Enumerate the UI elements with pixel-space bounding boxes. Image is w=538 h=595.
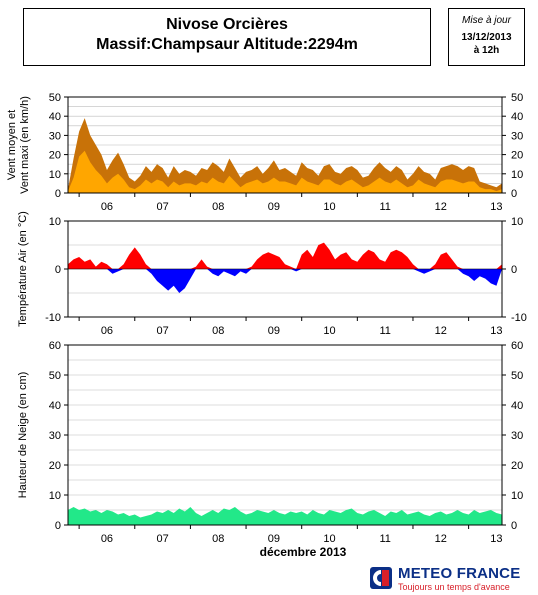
meteo-france-logo: METEO FRANCE Toujours un temps d'avance	[368, 563, 538, 593]
wind-mean-area	[68, 150, 502, 193]
y-tick-label: 10	[49, 490, 61, 502]
station-title: Nivose Orcières	[166, 16, 288, 33]
y-tick-label: 30	[511, 430, 523, 442]
x-tick-label: 07	[156, 533, 168, 545]
y-tick-label: 30	[49, 430, 61, 442]
brand-slogan: Toujours un temps d'avance	[398, 582, 510, 592]
temperature-negative-area	[68, 269, 502, 293]
temperature-positive-area	[68, 242, 502, 269]
y-tick-label: 60	[511, 340, 523, 352]
y-axis-label: Température Air (en °C)	[17, 211, 29, 327]
x-tick-label: 09	[268, 533, 280, 545]
y-axis-label: Hauteur de Neige (en cm)	[17, 372, 29, 499]
wind-panel: 0 0 10 10 20 20 30 30 40 40 50 50 06 07 08 09 10 11 12 13 Ve…	[6, 92, 523, 213]
y-tick-label: 50	[511, 370, 523, 382]
x-tick-label: 11	[379, 325, 390, 337]
y-tick-label: 40	[511, 111, 523, 123]
y-tick-label: 40	[511, 400, 523, 412]
y-tick-label: -10	[511, 312, 527, 324]
brand-name: METEO FRANCE	[398, 565, 521, 582]
y-tick-label: 20	[49, 460, 61, 472]
y-tick-label: 0	[55, 520, 61, 532]
plot-frame	[67, 96, 503, 194]
y-tick-label: 10	[49, 216, 61, 228]
update-date: 13/12/2013	[461, 32, 512, 43]
y-tick-label: 10	[511, 169, 523, 181]
x-tick-label: 09	[268, 325, 280, 337]
x-tick-label: 12	[435, 201, 447, 213]
x-tick-label: 08	[212, 201, 224, 213]
x-tick-label: 10	[323, 325, 335, 337]
x-tick-label: 10	[323, 201, 335, 213]
x-tick-label: 07	[156, 325, 168, 337]
y-tick-label: 10	[511, 490, 523, 502]
station-subtitle: Massif:Champsaur Altitude:2294m	[96, 36, 358, 53]
y-tick-label: 10	[49, 169, 61, 181]
update-label: Mise à jour	[462, 15, 511, 26]
y-tick-label: 0	[511, 188, 517, 200]
y-tick-label: -10	[45, 312, 61, 324]
y-tick-label: 50	[49, 92, 61, 104]
x-tick-label: 06	[101, 201, 113, 213]
x-tick-label: 10	[323, 533, 335, 545]
temperature-panel: -10 -10 0 0 10 10 06 07 08 09 10 11 12 13 Température …	[17, 211, 527, 337]
x-tick-label: 13	[490, 325, 502, 337]
x-tick-label: 06	[101, 533, 113, 545]
x-tick-label: 07	[156, 201, 168, 213]
x-tick-label: 13	[490, 533, 502, 545]
wind-max-area	[68, 118, 502, 193]
y-tick-label: 20	[511, 150, 523, 162]
x-tick-label: 13	[490, 201, 502, 213]
y-tick-label: 60	[49, 340, 61, 352]
y-tick-label: 0	[55, 188, 61, 200]
snow-area	[68, 507, 502, 525]
x-tick-label: 08	[212, 533, 224, 545]
y-tick-label: 20	[511, 460, 523, 472]
x-axis-label: décembre 2013	[260, 545, 347, 559]
x-tick-label: 12	[435, 533, 447, 545]
y-tick-label: 50	[511, 92, 523, 104]
y-tick-label: 10	[511, 216, 523, 228]
x-tick-label: 11	[379, 201, 390, 213]
update-time: à 12h	[473, 45, 500, 56]
x-tick-label: 08	[212, 325, 224, 337]
x-tick-label: 11	[379, 533, 390, 545]
y-axis-label: Vent moyen et	[6, 110, 18, 180]
y-tick-label: 20	[49, 150, 61, 162]
y-tick-label: 50	[49, 370, 61, 382]
meteo-france-logo-icon	[370, 567, 392, 589]
weather-charts: 0 0 10 10 20 20 30 30 40 40 50 50 06 07 08 09 10 11 12 13 Ve…	[6, 92, 527, 559]
y-axis-label: Vent maxi (en km/h)	[19, 96, 31, 194]
x-tick-label: 06	[101, 325, 113, 337]
y-tick-label: 40	[49, 111, 61, 123]
title-box: Nivose Orcières Massif:Champsaur Altitud…	[23, 8, 431, 66]
snow-panel: 0 0 10 10 20 20 30 30 40 40 50 50 60 60 06 07 08 09 10 11 12…	[17, 340, 523, 559]
y-tick-label: 30	[511, 130, 523, 142]
y-tick-label: 30	[49, 130, 61, 142]
y-tick-label: 0	[511, 520, 517, 532]
y-tick-label: 40	[49, 400, 61, 412]
x-tick-label: 09	[268, 201, 280, 213]
y-tick-label: 0	[55, 264, 61, 276]
y-tick-label: 0	[511, 264, 517, 276]
update-box: Mise à jour 13/12/2013 à 12h	[448, 8, 525, 66]
x-tick-label: 12	[435, 325, 447, 337]
